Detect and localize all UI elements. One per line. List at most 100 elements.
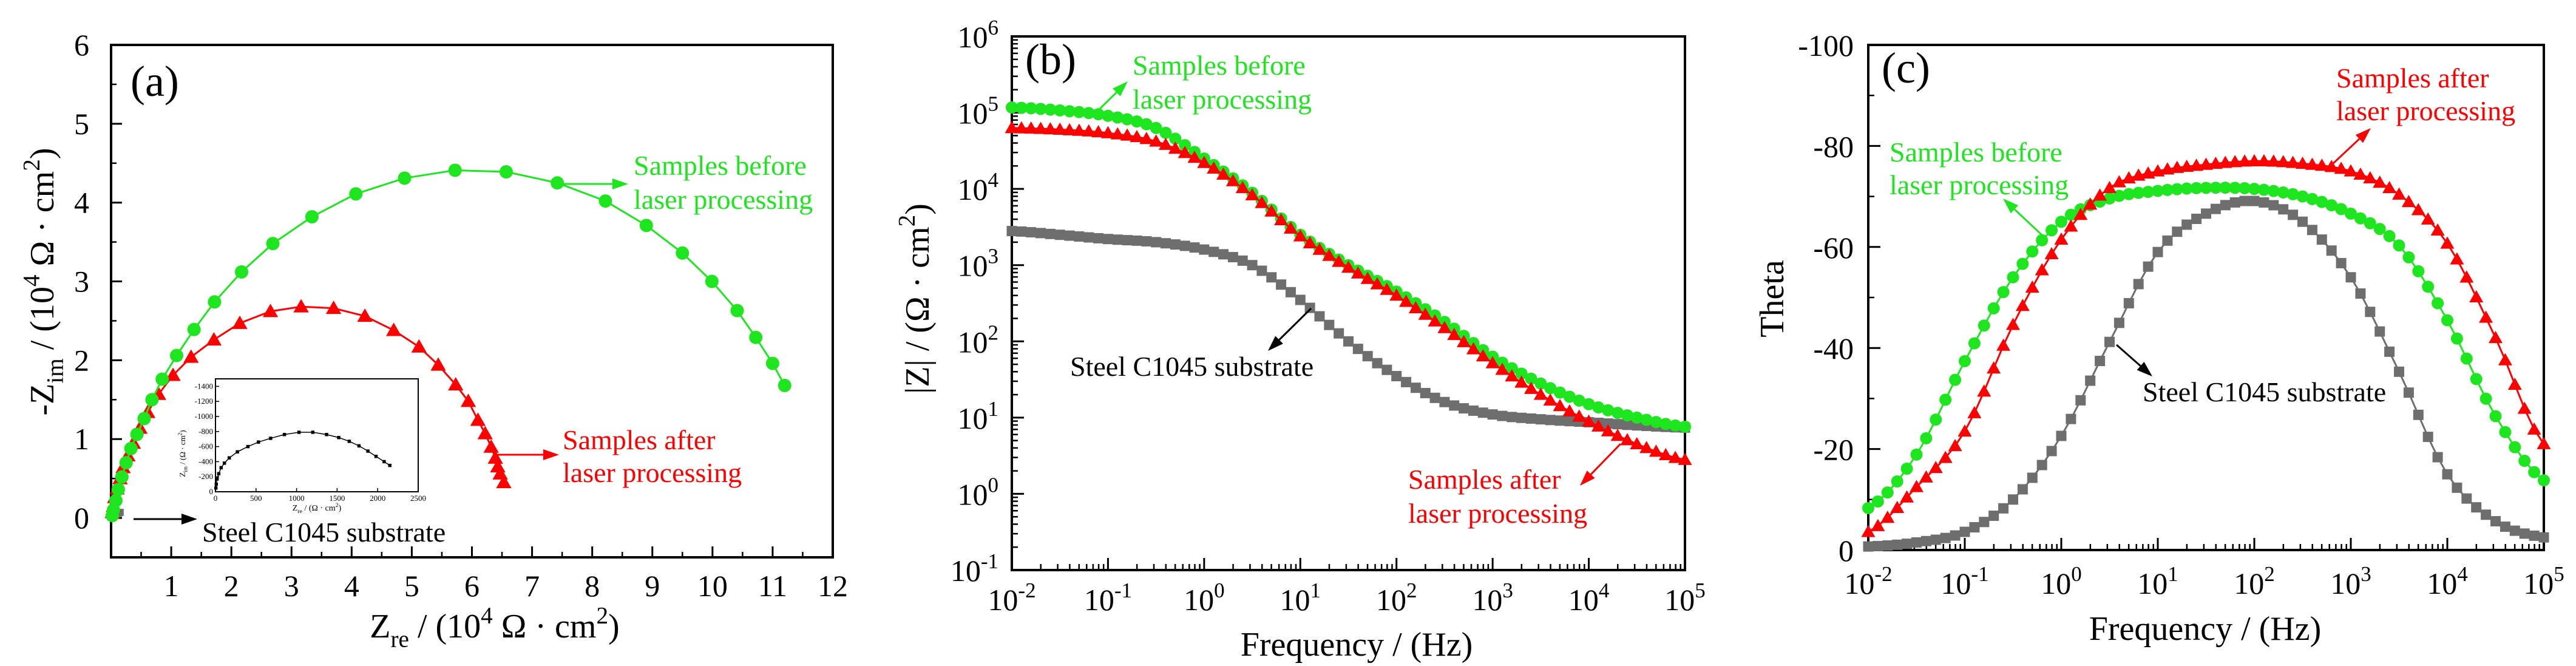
data-point	[1293, 229, 1307, 242]
data-point	[1592, 401, 1605, 414]
x-tick-label: 105	[1664, 579, 1706, 617]
data-point	[1025, 102, 1037, 115]
label-part: 10	[958, 249, 988, 283]
series-before	[1862, 182, 2550, 514]
data-point	[1285, 287, 1296, 297]
data-point	[2218, 155, 2232, 168]
arrow-shaft	[1094, 92, 1117, 114]
data-point	[1640, 413, 1653, 426]
annotation-substrate: Steel C1045 substrate	[202, 517, 446, 548]
data-point	[2479, 310, 2493, 323]
label-part: 2	[18, 159, 44, 171]
data-point	[1391, 371, 1402, 382]
data-point	[1668, 450, 1683, 463]
data-point	[1554, 386, 1567, 399]
data-point	[1160, 238, 1171, 249]
label-part: 4	[2457, 562, 2468, 586]
data-point	[1343, 336, 1354, 347]
data-point	[2373, 223, 2386, 236]
data-point	[1505, 362, 1518, 375]
label-part: 4	[18, 274, 44, 287]
data-point	[1920, 535, 1931, 546]
label-part: 10	[2523, 566, 2554, 600]
data-point	[2296, 157, 2310, 169]
arrow-head	[2137, 362, 2152, 376]
inset-point	[219, 466, 223, 470]
data-point	[2152, 185, 2164, 197]
data-point	[2305, 157, 2319, 170]
label-part: 10	[958, 401, 988, 435]
data-point	[1910, 480, 1924, 492]
data-point	[1111, 111, 1124, 124]
data-point	[1516, 412, 1527, 423]
data-point	[1468, 405, 1479, 416]
data-point	[130, 427, 144, 441]
data-point	[477, 426, 493, 440]
label-part: -2	[1018, 579, 1035, 602]
inset-point	[337, 436, 341, 440]
data-point	[2075, 395, 2086, 406]
data-point	[2237, 154, 2252, 167]
data-point	[2335, 203, 2348, 216]
data-point	[349, 187, 363, 201]
inset-point	[269, 437, 273, 440]
data-point	[1630, 437, 1644, 450]
data-point	[115, 470, 129, 484]
data-point	[1245, 188, 1259, 200]
data-point	[1572, 409, 1587, 422]
data-point	[2228, 155, 2242, 168]
label-part: 10	[1568, 583, 1599, 617]
label-part: im	[183, 466, 189, 472]
inset-y-tick-label: -200	[198, 472, 213, 481]
data-point	[2112, 175, 2126, 188]
data-point	[2007, 271, 2019, 284]
annotation-line: Steel C1045 substrate	[2143, 376, 2386, 407]
x-tick-label: 4	[344, 569, 359, 603]
data-point	[1401, 376, 1412, 387]
data-point	[499, 165, 513, 179]
annotation-line: laser processing	[1890, 169, 2069, 200]
data-point	[1612, 419, 1623, 430]
data-point	[1169, 132, 1182, 145]
x-tick-label: 102	[2234, 562, 2275, 600]
data-point	[170, 348, 184, 362]
inset-y-tick-label: -600	[198, 442, 213, 451]
data-point	[1996, 338, 2011, 351]
data-point	[2413, 409, 2424, 420]
data-point	[1389, 288, 1404, 301]
data-point	[1052, 122, 1067, 135]
data-point	[1891, 475, 1903, 488]
data-point	[1054, 104, 1066, 117]
data-point	[145, 393, 159, 407]
data-point	[2277, 186, 2290, 199]
data-point	[1920, 432, 1933, 444]
data-point	[1669, 419, 1682, 432]
data-point	[487, 450, 503, 464]
data-point	[2257, 154, 2271, 167]
x-tick-label: 10-2	[988, 579, 1035, 617]
data-point	[1179, 139, 1191, 152]
data-point	[1620, 433, 1635, 446]
data-point	[2373, 175, 2387, 188]
data-point	[778, 378, 791, 392]
series-substrate	[1863, 195, 2549, 552]
annotation-substrate: Steel C1045 substrate	[2143, 376, 2386, 407]
series-line	[1868, 200, 2544, 548]
label-part: 1	[2168, 562, 2178, 586]
arrow-shaft	[1278, 307, 1312, 341]
data-point	[1967, 406, 1982, 418]
data-point	[2509, 441, 2521, 454]
data-point	[1082, 107, 1095, 120]
label-part: 3	[988, 245, 999, 268]
arrow-head	[1268, 336, 1283, 351]
data-point	[1014, 121, 1029, 134]
x-tick-label: 5	[404, 569, 419, 603]
inset-point	[382, 460, 386, 464]
label-part: re	[391, 627, 409, 653]
data-point	[183, 349, 199, 363]
data-point	[1524, 381, 1539, 394]
y-tick-label: 106	[958, 16, 999, 54]
